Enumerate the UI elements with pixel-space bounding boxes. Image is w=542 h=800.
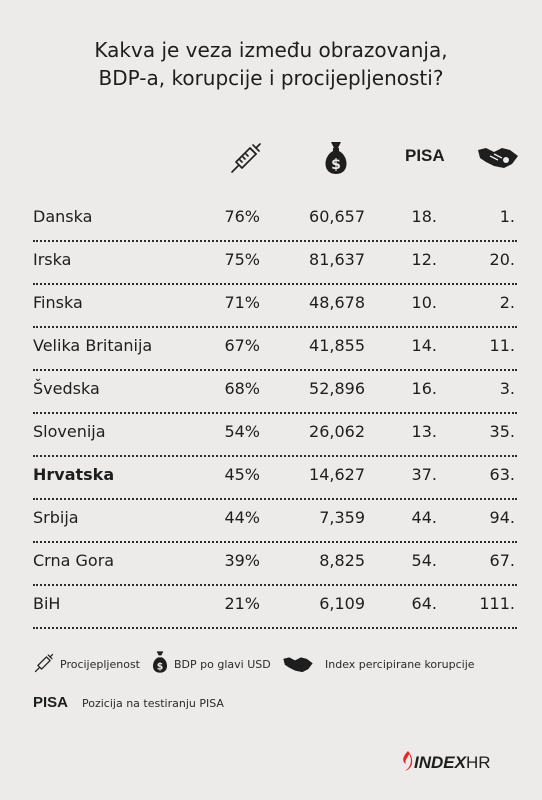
pisa-cell: 64.: [411, 594, 437, 613]
pisa-cell: 14.: [411, 336, 437, 355]
legend-corruption: Index percipirane korupcije: [325, 658, 475, 671]
gdp-cell: 81,637: [309, 250, 365, 269]
corruption-cell: 1.: [499, 207, 515, 226]
vaccination-cell: 76%: [224, 207, 260, 226]
handshake-icon: [476, 142, 520, 178]
pisa-cell: 54.: [411, 551, 437, 570]
vaccination-cell: 54%: [224, 422, 260, 441]
gdp-cell: 14,627: [309, 465, 365, 484]
legend-pisa: Pozicija na testiranju PISA: [82, 697, 224, 710]
gdp-cell: 60,657: [309, 207, 365, 226]
legend-handshake-icon: [281, 653, 315, 679]
table-row: Irska 75% 81,637 12. 20.: [33, 240, 517, 285]
table-row: BiH 21% 6,109 64. 111.: [33, 584, 517, 629]
country-cell: Slovenija: [33, 422, 106, 441]
table-row: Finska 71% 48,678 10. 2.: [33, 283, 517, 328]
country-cell: Srbija: [33, 508, 79, 527]
pisa-cell: 16.: [411, 379, 437, 398]
table-row: Srbija 44% 7,359 44. 94.: [33, 498, 517, 543]
country-cell: Danska: [33, 207, 93, 226]
gdp-cell: 8,825: [319, 551, 365, 570]
pisa-cell: 10.: [411, 293, 437, 312]
vaccination-cell: 21%: [224, 594, 260, 613]
pisa-cell: 37.: [411, 465, 437, 484]
flame-icon: [403, 751, 413, 771]
vaccination-cell: 75%: [224, 250, 260, 269]
vaccination-cell: 39%: [224, 551, 260, 570]
logo-hr: HR: [465, 753, 491, 772]
gdp-cell: 52,896: [309, 379, 365, 398]
svg-text:$: $: [157, 661, 164, 672]
legend-money-bag-icon: $: [150, 650, 170, 678]
country-cell: BiH: [33, 594, 61, 613]
corruption-cell: 67.: [489, 551, 515, 570]
gdp-cell: 41,855: [309, 336, 365, 355]
vaccination-cell: 71%: [224, 293, 260, 312]
country-cell: Švedska: [33, 379, 100, 398]
corruption-cell: 2.: [499, 293, 515, 312]
title-line-2: BDP-a, korupcije i procijepljenosti?: [98, 66, 444, 90]
svg-text:$: $: [331, 157, 341, 173]
country-cell: Irska: [33, 250, 72, 269]
country-cell: Finska: [33, 293, 83, 312]
corruption-cell: 3.: [499, 379, 515, 398]
table-row: Danska 76% 60,657 18. 1.: [33, 197, 517, 242]
index-hr-logo: INDEXHR: [400, 750, 491, 774]
corruption-cell: 35.: [489, 422, 515, 441]
table-row: Crna Gora 39% 8,825 54. 67.: [33, 541, 517, 586]
title-line-1: Kakva je veza između obrazovanja,: [94, 38, 448, 62]
money-bag-icon: $: [321, 140, 351, 176]
corruption-cell: 20.: [489, 250, 515, 269]
country-cell: Hrvatska: [33, 465, 115, 484]
legend-pisa-label: PISA: [33, 694, 69, 711]
gdp-cell: 48,678: [309, 293, 365, 312]
corruption-cell: 111.: [479, 594, 515, 613]
vaccination-cell: 68%: [224, 379, 260, 398]
gdp-cell: 6,109: [319, 594, 365, 613]
pisa-header: PISA: [405, 146, 445, 165]
country-cell: Crna Gora: [33, 551, 115, 570]
corruption-cell: 63.: [489, 465, 515, 484]
pisa-cell: 12.: [411, 250, 437, 269]
legend-gdp: BDP po glavi USD: [174, 658, 271, 671]
legend-syringe-icon: [33, 652, 55, 678]
vaccination-cell: 67%: [224, 336, 260, 355]
corruption-cell: 94.: [489, 508, 515, 527]
vaccination-cell: 45%: [224, 465, 260, 484]
pisa-cell: 18.: [411, 207, 437, 226]
table-row: Velika Britanija 67% 41,855 14. 11.: [33, 326, 517, 371]
page-title: Kakva je veza između obrazovanja, BDP-a,…: [0, 36, 542, 92]
gdp-cell: 7,359: [319, 508, 365, 527]
legend-vaccination: Procijepljenost: [60, 658, 140, 671]
corruption-cell: 11.: [489, 336, 515, 355]
table-row: Slovenija 54% 26,062 13. 35.: [33, 412, 517, 457]
table-row: Hrvatska 45% 14,627 37. 63.: [33, 455, 517, 500]
logo-index: INDEX: [414, 753, 466, 772]
vaccination-cell: 44%: [224, 508, 260, 527]
syringe-icon: [228, 140, 264, 176]
table-row: Švedska 68% 52,896 16. 3.: [33, 369, 517, 414]
pisa-cell: 13.: [411, 422, 437, 441]
gdp-cell: 26,062: [309, 422, 365, 441]
country-cell: Velika Britanija: [33, 336, 153, 355]
pisa-cell: 44.: [411, 508, 437, 527]
